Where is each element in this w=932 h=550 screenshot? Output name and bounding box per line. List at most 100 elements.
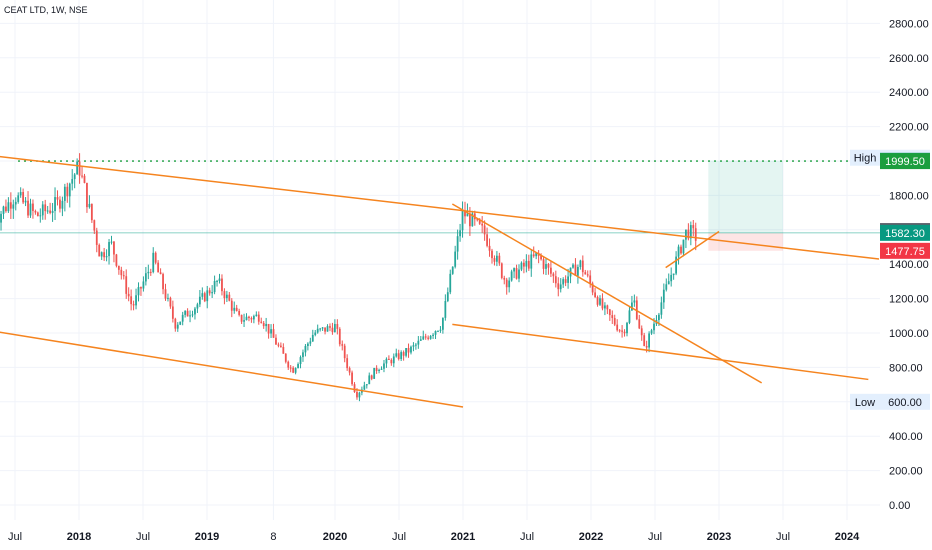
candle-body (370, 375, 373, 379)
candle-body (46, 210, 49, 212)
candle-body (631, 302, 633, 311)
candle-body (100, 252, 103, 257)
x-tick-label: 2024 (835, 531, 860, 543)
trendline-wedge-bottom (452, 323, 869, 381)
candle-body (638, 319, 641, 329)
x-tick-label: 2020 (323, 531, 347, 543)
candle-body (49, 210, 52, 213)
price-tag-box (880, 393, 930, 410)
candle-body (466, 213, 469, 217)
candle-body (265, 323, 268, 327)
x-tick-label: 2022 (579, 531, 603, 543)
candle-body (110, 241, 113, 243)
y-tick-label: 2800.00 (889, 18, 929, 30)
candle-body (230, 300, 233, 311)
trendlines (0, 155, 880, 408)
candle-body (692, 225, 695, 229)
candle-body (51, 210, 54, 213)
time-axis[interactable]: Jul 2018 Jul 2019 8 2020 Jul 2021 Jul 2022 Jul 2023… (8, 531, 860, 543)
candle-body (179, 321, 182, 325)
candle-body (103, 252, 106, 258)
candle-body (564, 279, 567, 283)
candle-body (297, 364, 299, 369)
candle-body (218, 278, 221, 281)
candle-body (628, 310, 631, 323)
candle-body (527, 260, 530, 269)
candle-body (324, 327, 326, 332)
price-tags: 2019.00High2001.151999.501592.651582.301… (850, 149, 930, 410)
candlesticks (0, 153, 697, 402)
candle-body (154, 252, 157, 263)
candle-body (287, 361, 290, 368)
candle-body (105, 256, 108, 258)
candle-body (73, 174, 76, 180)
candle-body (358, 392, 361, 398)
price-tag-caption-box (850, 149, 880, 166)
x-tick-label: Jul (776, 531, 790, 543)
candle-body (530, 254, 533, 269)
candle-body (464, 210, 466, 217)
candle-body (68, 183, 71, 197)
x-tick-label: Jul (520, 531, 534, 543)
candle-body (71, 179, 74, 184)
price-tag-box (880, 153, 930, 170)
candle-body (432, 334, 434, 336)
candle-body (221, 278, 223, 292)
candle-body (594, 292, 596, 298)
candle-body (400, 352, 403, 359)
candle-body (311, 334, 314, 342)
candle-body (78, 161, 81, 176)
candle-body (557, 283, 560, 290)
candle-body (201, 293, 204, 297)
candle-body (581, 260, 584, 273)
candle-body (321, 327, 324, 329)
candle-body (397, 353, 400, 359)
candle-body (272, 329, 275, 338)
y-tick-label: 1800.00 (889, 190, 929, 202)
candle-body (140, 287, 142, 289)
candle-body (545, 264, 547, 269)
candle-body (135, 295, 137, 306)
candle-body (488, 245, 491, 251)
candle-body (424, 336, 427, 338)
price-tag: 1477.75 (880, 242, 930, 259)
candle-body (267, 323, 270, 334)
candle-body (441, 317, 444, 330)
horizontal-levels (0, 160, 880, 234)
candle-body (176, 324, 179, 329)
candle-body (275, 337, 277, 345)
candle-body (407, 348, 410, 353)
candle-body (640, 328, 643, 336)
candle-body (341, 344, 344, 346)
trendline-rising-line (665, 230, 720, 269)
candle-body (81, 175, 83, 177)
x-tick-label: 2023 (707, 531, 731, 543)
candle-body (547, 264, 550, 268)
candle-body (164, 289, 167, 299)
candle-body (653, 323, 655, 331)
price-tag-label: 1477.75 (885, 246, 925, 258)
candle-body (378, 369, 380, 371)
candle-body (626, 322, 628, 334)
candle-body (282, 346, 285, 354)
candle-body (422, 336, 425, 340)
candle-body (505, 279, 508, 288)
candle-body (88, 203, 91, 208)
candle-body (606, 305, 609, 310)
candle-body (446, 292, 449, 302)
candle-body (368, 375, 371, 385)
candle-body (508, 280, 511, 288)
candle-body (346, 358, 349, 369)
candle-body (279, 345, 282, 347)
candle-body (390, 359, 393, 364)
candle-body (503, 277, 506, 280)
candle-body (228, 294, 231, 301)
candle-body (171, 306, 174, 319)
candle-body (196, 304, 199, 309)
candle-body (270, 329, 272, 334)
candle-body (27, 200, 29, 216)
candle-body (93, 220, 96, 231)
candle-body (650, 330, 653, 334)
candle-body (613, 318, 616, 325)
